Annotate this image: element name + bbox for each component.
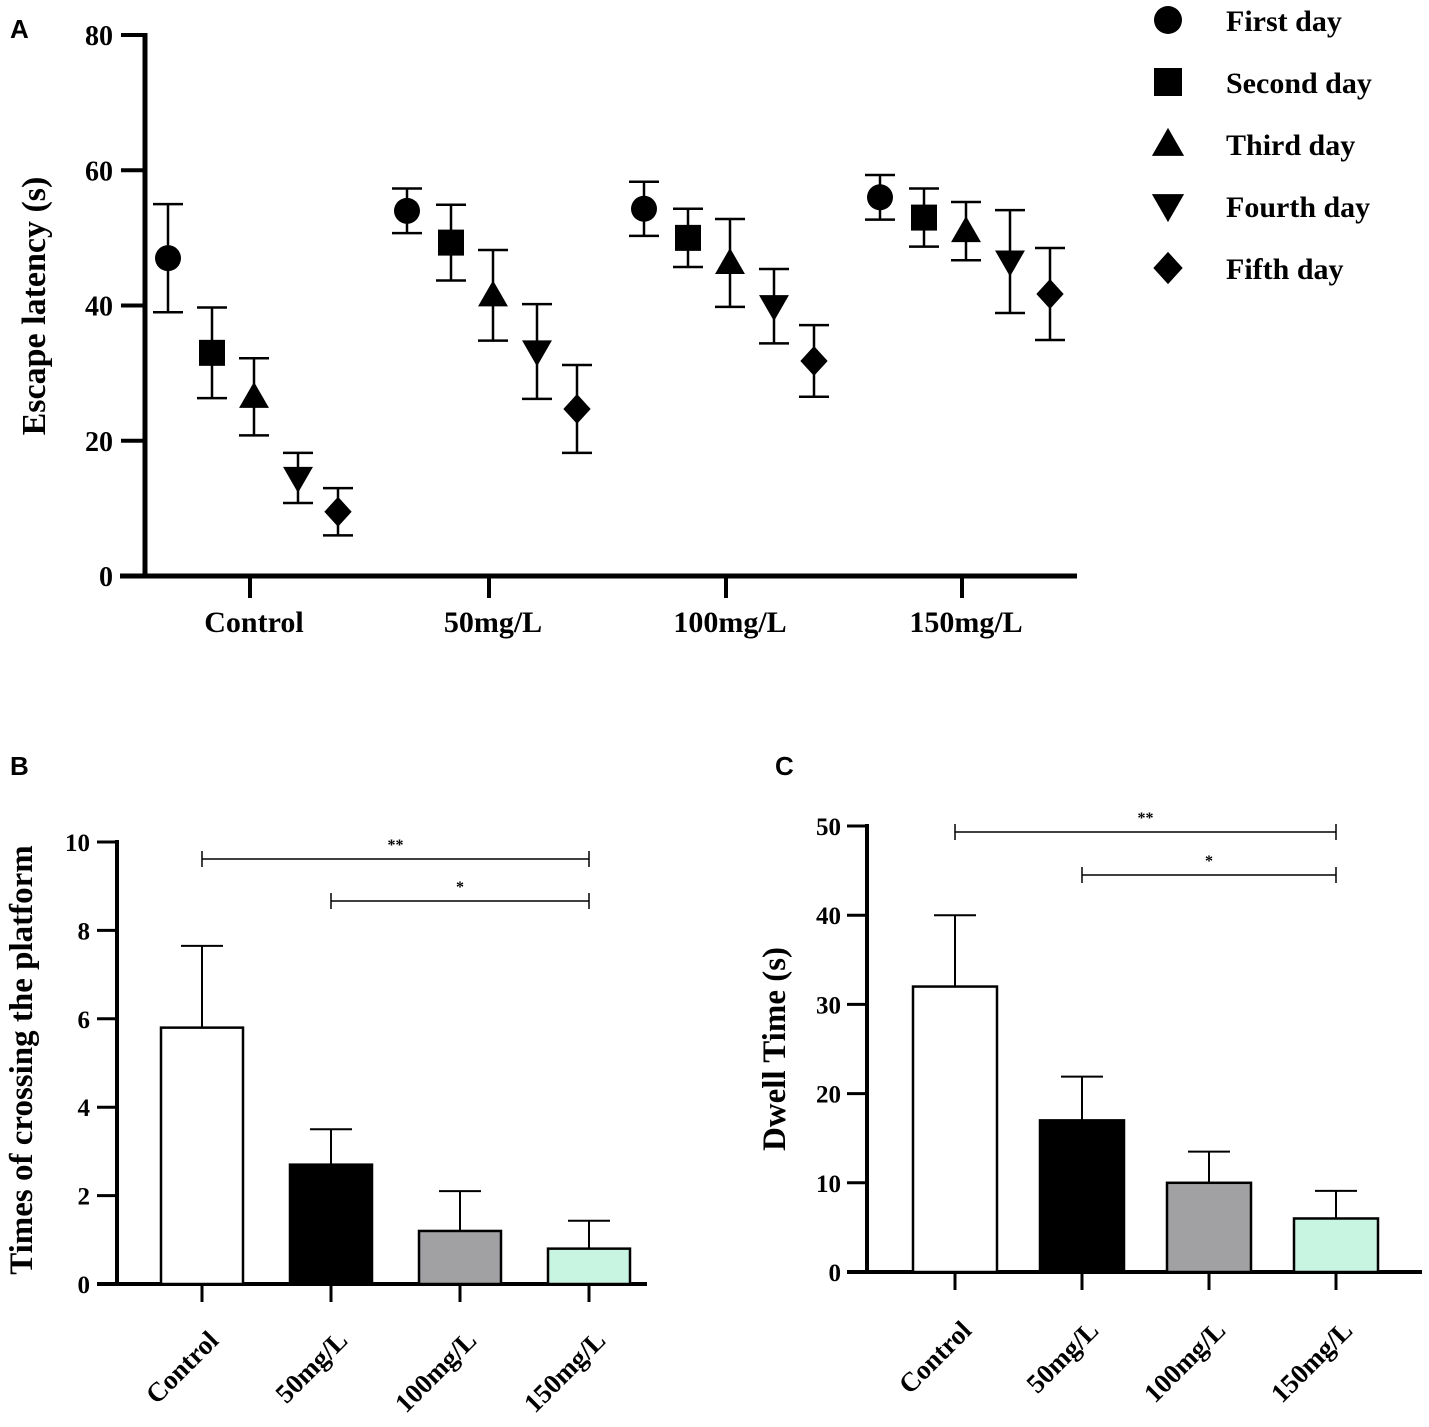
significance-label: ** bbox=[388, 837, 404, 854]
y-tick-label: 6 bbox=[78, 1007, 91, 1034]
significance-label: * bbox=[1205, 853, 1213, 870]
legend-marker-square bbox=[1154, 68, 1182, 96]
y-tick-label: 2 bbox=[78, 1184, 91, 1211]
legend-marker-diamond bbox=[1153, 251, 1183, 285]
x-tick-label: 100mg/L bbox=[1138, 1315, 1231, 1408]
data-point-triangle-down bbox=[522, 340, 552, 367]
x-tick-label: Control bbox=[140, 1325, 225, 1410]
x-tick-label: 150mg/L bbox=[909, 606, 1022, 639]
y-tick-label: 40 bbox=[85, 292, 113, 323]
bar bbox=[288, 1163, 374, 1286]
legend-label: Fifth day bbox=[1226, 253, 1344, 286]
y-tick-label: 0 bbox=[78, 1272, 91, 1299]
data-point-diamond bbox=[324, 496, 352, 527]
data-point-square bbox=[438, 229, 464, 256]
legend-marker-circle bbox=[1154, 6, 1182, 34]
y-tick-label: 4 bbox=[78, 1095, 91, 1122]
data-point-circle bbox=[155, 245, 181, 272]
data-point-diamond bbox=[1036, 279, 1064, 309]
x-tick-label: 50mg/L bbox=[444, 606, 542, 639]
data-point-triangle-up bbox=[239, 381, 269, 408]
y-tick-label: 20 bbox=[85, 427, 113, 458]
x-tick-label: 100mg/L bbox=[673, 606, 786, 639]
legend-marker-triangle-up bbox=[1151, 127, 1185, 156]
data-point-square bbox=[911, 204, 937, 231]
bar bbox=[546, 1247, 632, 1286]
panel-label-c: C bbox=[775, 751, 794, 781]
y-tick-label: 50 bbox=[816, 814, 841, 841]
data-point-square bbox=[675, 224, 701, 251]
y-tick-label: 80 bbox=[85, 21, 113, 52]
y-axis-label: Escape latency (s) bbox=[16, 177, 53, 436]
y-tick-label: 0 bbox=[99, 562, 113, 593]
y-axis-label: Times of crossing the platform bbox=[4, 845, 40, 1275]
y-tick-label: 0 bbox=[829, 1260, 842, 1287]
y-tick-label: 8 bbox=[78, 918, 91, 945]
y-tick-label: 40 bbox=[816, 903, 841, 930]
y-axis-label: Dwell Time (s) bbox=[757, 947, 793, 1151]
data-point-circle bbox=[867, 184, 893, 211]
x-tick-label: Control bbox=[893, 1315, 978, 1400]
data-point-triangle-down bbox=[283, 466, 313, 493]
y-tick-label: 30 bbox=[816, 992, 841, 1019]
bar bbox=[159, 1026, 245, 1286]
legend-label: First day bbox=[1226, 5, 1342, 38]
data-point-circle bbox=[394, 197, 420, 224]
data-point-square bbox=[199, 339, 225, 366]
significance-label: ** bbox=[1138, 810, 1154, 827]
legend-label: Second day bbox=[1226, 67, 1372, 100]
data-point-triangle-down bbox=[759, 295, 789, 322]
data-point-triangle-down bbox=[995, 250, 1025, 277]
x-tick-label: 150mg/L bbox=[518, 1325, 611, 1418]
data-point-triangle-up bbox=[478, 280, 508, 307]
y-tick-label: 20 bbox=[816, 1082, 841, 1109]
panel-label-b: B bbox=[10, 751, 29, 781]
legend-label: Fourth day bbox=[1226, 191, 1370, 224]
bar bbox=[1165, 1181, 1253, 1274]
legend-label: Third day bbox=[1226, 129, 1355, 162]
data-point-triangle-up bbox=[715, 247, 745, 274]
panel-label-a: A bbox=[10, 14, 29, 44]
x-tick-label: 50mg/L bbox=[1020, 1315, 1104, 1399]
bar bbox=[1038, 1119, 1126, 1274]
data-point-diamond bbox=[800, 346, 828, 376]
x-tick-label: Control bbox=[204, 606, 303, 639]
x-tick-label: 150mg/L bbox=[1265, 1315, 1358, 1408]
y-tick-label: 10 bbox=[65, 830, 90, 857]
y-tick-label: 60 bbox=[85, 156, 113, 187]
x-tick-label: 50mg/L bbox=[269, 1325, 353, 1409]
y-tick-label: 10 bbox=[816, 1171, 841, 1198]
panel-a-scatter: 0 20 40 60 80 Control 50mg/L 100mg/L 150mg/L Esca… bbox=[16, 5, 1372, 639]
significance-label: * bbox=[456, 879, 464, 896]
x-tick-label: 100mg/L bbox=[389, 1325, 482, 1418]
legend-marker-triangle-down bbox=[1151, 194, 1185, 223]
data-point-diamond bbox=[563, 394, 591, 424]
data-point-triangle-up bbox=[951, 216, 981, 243]
bar bbox=[417, 1229, 503, 1286]
bar bbox=[911, 985, 999, 1274]
bar bbox=[1292, 1217, 1380, 1274]
data-point-circle bbox=[631, 195, 657, 222]
